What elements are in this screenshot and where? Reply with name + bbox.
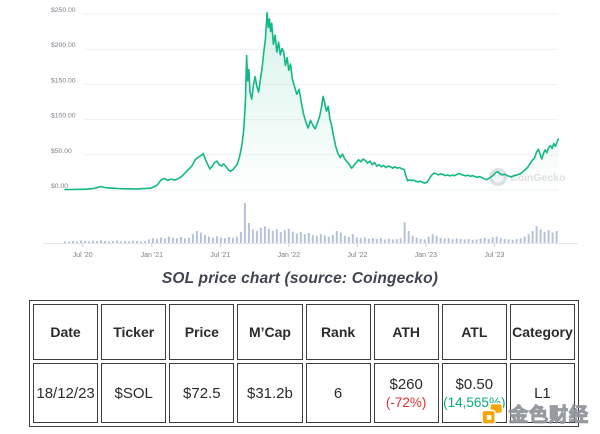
table-row: 18/12/23 $SOL $72.5 $31.2b 6 $260 (-72%)… — [33, 363, 575, 423]
header-date: Date — [33, 304, 99, 360]
header-atl: ATL — [441, 304, 507, 360]
jinse-watermark: 金色财经 — [480, 400, 589, 427]
cell-date: 18/12/23 — [33, 363, 99, 423]
header-ticker: Ticker — [101, 304, 167, 360]
cell-category: L1 — [509, 363, 575, 423]
cell-mcap: $31.2b — [237, 363, 303, 423]
svg-text:Jan '22: Jan '22 — [278, 252, 300, 259]
svg-text:Jul '21: Jul '21 — [210, 252, 230, 259]
svg-text:$0.00: $0.00 — [51, 183, 68, 190]
atl-value: $0.50 — [455, 376, 494, 393]
chart-caption: SOL price chart (source: Coingecko) — [161, 270, 439, 287]
svg-text:Jul '20: Jul '20 — [73, 252, 93, 259]
svg-text:$150.00: $150.00 — [51, 77, 76, 84]
ath-value: $260 — [389, 376, 423, 393]
cell-rank: 6 — [305, 363, 371, 423]
header-mcap: M’Cap — [237, 304, 303, 360]
cell-ticker: $SOL — [101, 363, 167, 423]
ath-percent: (-72%) — [385, 395, 427, 410]
header-category: Category — [509, 304, 575, 360]
table-header-row: Date Ticker Price M’Cap Rank ATH ATL Cat… — [33, 304, 575, 360]
svg-text:$250.00: $250.00 — [51, 7, 76, 14]
jinse-logo-icon — [481, 402, 504, 425]
jinse-watermark-text: 金色财经 — [508, 404, 590, 426]
header-rank: Rank — [305, 304, 371, 360]
svg-text:$50.00: $50.00 — [51, 148, 72, 155]
header-price: Price — [169, 304, 235, 360]
svg-text:Jul '23: Jul '23 — [484, 252, 504, 259]
header-ath: ATH — [373, 304, 439, 360]
svg-text:Jan '21: Jan '21 — [141, 252, 163, 259]
svg-text:$100.00: $100.00 — [51, 113, 76, 120]
sol-stats-table: Date Ticker Price M’Cap Rank ATH ATL Cat… — [29, 300, 579, 427]
svg-text:$200.00: $200.00 — [51, 42, 76, 49]
cell-price: $72.5 — [169, 363, 235, 423]
sol-price-chart: $250.00$200.00$150.00$100.00$50.00$0.00C… — [43, 7, 578, 259]
svg-text:Jan '23: Jan '23 — [415, 252, 437, 259]
cell-ath: $260 (-72%) — [373, 363, 439, 423]
svg-text:Jul '22: Jul '22 — [347, 252, 367, 259]
